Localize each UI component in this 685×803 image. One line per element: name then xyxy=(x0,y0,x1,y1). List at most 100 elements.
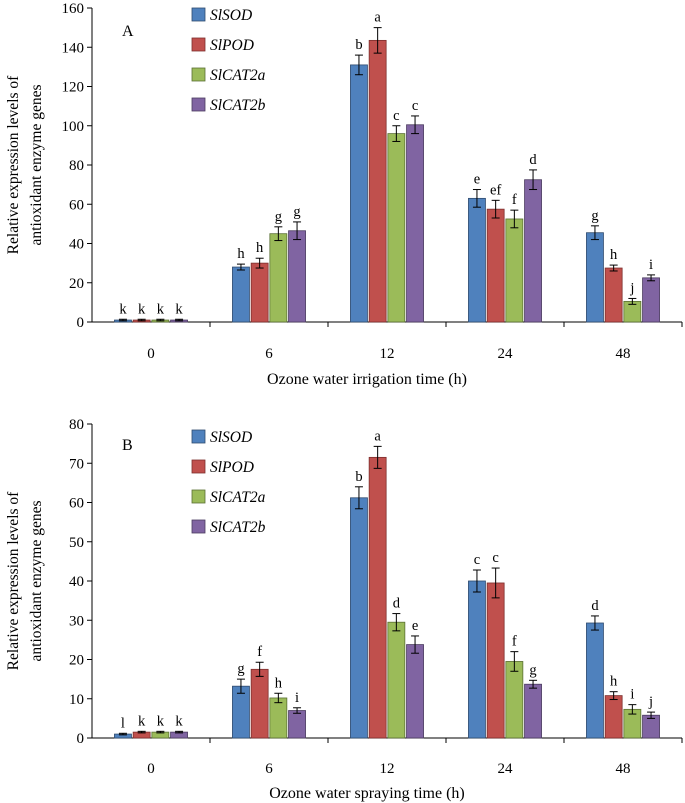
y-tick-label: 40 xyxy=(69,574,84,590)
bar-slsod-24 xyxy=(468,580,486,739)
significance-letter: g xyxy=(293,204,300,220)
legend-swatch-slpod xyxy=(191,459,206,474)
significance-letter: e xyxy=(474,172,480,188)
significance-letter: h xyxy=(610,674,618,690)
bar-slcat2a-24 xyxy=(505,661,524,739)
panel-label: B xyxy=(122,437,133,454)
y-tick-label: 70 xyxy=(69,456,84,472)
significance-letter: k xyxy=(175,713,183,729)
y-tick-label: 120 xyxy=(62,80,85,96)
significance-letter: k xyxy=(138,713,146,729)
significance-letter: k xyxy=(119,301,127,317)
y-tick-label: 80 xyxy=(69,158,84,174)
y-tick-label: 20 xyxy=(69,653,84,669)
x-tick-label: 6 xyxy=(265,761,273,777)
y-tick-label: 160 xyxy=(62,1,85,17)
x-tick-label: 48 xyxy=(616,346,631,362)
x-tick-label: 6 xyxy=(265,346,273,362)
significance-letter: c xyxy=(412,98,418,114)
y-tick-label: 10 xyxy=(69,692,84,708)
legend-label-slcat2a: SlCAT2a xyxy=(210,67,266,84)
significance-letter: j xyxy=(629,280,634,296)
significance-letter: c xyxy=(474,552,480,568)
legend-a: SlSOD SlPOD SlCAT2a SlCAT2b xyxy=(191,7,266,114)
legend-label-slpod: SlPOD xyxy=(210,37,254,54)
x-axis-title: Ozone water irrigation time (h) xyxy=(267,371,467,388)
x-tick-label: 48 xyxy=(616,761,631,777)
significance-letter: ef xyxy=(490,182,501,198)
significance-letter: h xyxy=(256,240,264,256)
y-tick-label: 140 xyxy=(62,40,85,56)
bar-slpod-48 xyxy=(604,695,623,739)
bar-slpod-12 xyxy=(368,39,387,323)
x-tick-label: 24 xyxy=(498,346,514,362)
y-tick-label: 0 xyxy=(77,731,85,747)
bar-slsod-12 xyxy=(350,64,368,323)
bar-slpod-6 xyxy=(250,262,269,323)
significance-letter: h xyxy=(237,246,245,262)
significance-letter: k xyxy=(175,301,183,317)
significance-letter: f xyxy=(512,634,517,650)
significance-letter: j xyxy=(648,694,653,710)
y-axis-title: Relative expression levels of xyxy=(5,75,22,254)
legend-swatch-slcat2b xyxy=(191,519,206,534)
significance-letter: l xyxy=(121,715,125,731)
x-tick-label: 0 xyxy=(147,761,155,777)
y-tick-label: 0 xyxy=(77,315,85,331)
significance-letter: i xyxy=(295,690,299,706)
bar-slcat2b-12 xyxy=(406,644,424,739)
y-tick-label: 40 xyxy=(69,237,84,253)
bar-slcat2b-24 xyxy=(524,179,542,323)
legend-label-slcat2b: SlCAT2b xyxy=(210,519,266,536)
significance-letter: i xyxy=(649,257,653,273)
x-axis-title: Ozone water spraying time (h) xyxy=(269,785,464,802)
bar-slpod-6 xyxy=(250,668,269,739)
bar-slcat2b-12 xyxy=(406,124,424,323)
bar-slcat2a-6 xyxy=(269,697,288,739)
significance-letter: f xyxy=(257,644,262,660)
y-tick-label: 60 xyxy=(69,197,84,213)
significance-letter: k xyxy=(157,301,165,317)
chart-panel-a: 0 20 40 60 80 100 120 140 160 Relative expression… xyxy=(5,1,683,388)
bar-slcat2b-6 xyxy=(288,230,306,323)
bar-slsod-12 xyxy=(350,497,368,739)
significance-letter: g xyxy=(237,661,244,677)
panel-label: A xyxy=(122,23,134,40)
x-tick-label: 12 xyxy=(380,346,395,362)
legend-swatch-slcat2b xyxy=(191,97,206,112)
y-tick-label: 60 xyxy=(69,496,84,512)
bar-slsod-48 xyxy=(586,622,604,739)
significance-letter: g xyxy=(529,662,536,678)
significance-letter: c xyxy=(492,550,498,566)
significance-letter: a xyxy=(374,428,381,444)
bar-slpod-24 xyxy=(486,208,505,323)
bar-slsod-6 xyxy=(232,685,250,739)
legend-swatch-slcat2a xyxy=(191,67,206,82)
legend-swatch-slsod xyxy=(191,429,206,444)
significance-letter: h xyxy=(275,675,283,691)
bar-slpod-24 xyxy=(486,582,505,739)
significance-letter: k xyxy=(138,301,146,317)
bar-slsod-48 xyxy=(586,232,604,323)
bar-slsod-6 xyxy=(232,266,250,323)
x-tick-label: 24 xyxy=(498,761,514,777)
bar-slcat2a-12 xyxy=(387,133,406,323)
bar-slpod-12 xyxy=(368,456,387,739)
y-tick-label: 100 xyxy=(62,119,85,135)
significance-letter: c xyxy=(393,108,399,124)
significance-letter: d xyxy=(591,598,599,614)
significance-letter: k xyxy=(157,713,165,729)
legend-swatch-slpod xyxy=(191,37,206,52)
y-tick-label: 50 xyxy=(69,535,84,551)
legend-swatch-slcat2a xyxy=(191,489,206,504)
y-tick-label: 30 xyxy=(69,613,84,629)
bar-slcat2b-48 xyxy=(642,277,660,323)
significance-letter: g xyxy=(591,208,598,224)
y-tick-label: 20 xyxy=(69,276,84,292)
y-axis-title: antioxidant enzyme genes xyxy=(28,85,45,246)
legend-label-slsod: SlSOD xyxy=(210,429,252,446)
significance-letter: f xyxy=(512,192,517,208)
legend-label-slsod: SlSOD xyxy=(210,7,252,24)
